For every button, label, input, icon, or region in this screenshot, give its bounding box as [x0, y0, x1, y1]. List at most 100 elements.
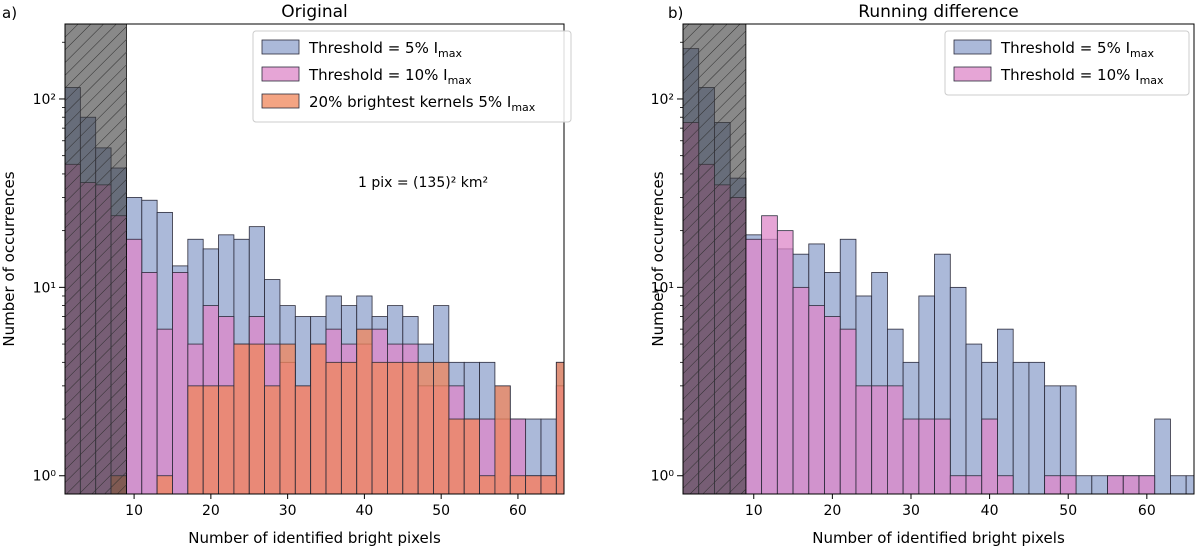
- panel-a-legend: Threshold = 5% Imax Threshold = 10% Imax 2…: [252, 30, 572, 123]
- histogram-bar: [602, 419, 617, 496]
- histogram-bar: [525, 475, 542, 494]
- histogram-bar: [761, 215, 778, 494]
- histogram-bar: [981, 418, 998, 494]
- histogram-bar: [745, 238, 763, 494]
- panel-a-title: Original: [281, 2, 348, 22]
- histogram-bar: [997, 475, 1014, 494]
- histogram-bar: [997, 328, 1014, 494]
- panel-b-axes-frame: [682, 23, 1195, 495]
- excluded-region-hatch: [65, 24, 127, 494]
- histogram-bar: [264, 385, 281, 494]
- histogram-bar: [156, 328, 173, 494]
- legend-swatch: [261, 39, 300, 55]
- histogram-bar: [572, 476, 587, 496]
- panel-b-title: Running difference: [858, 2, 1018, 22]
- histogram-bar: [279, 343, 296, 494]
- histogram-bar: [808, 305, 825, 494]
- histogram-bar: [902, 418, 920, 494]
- panel-b-legend: Threshold = 5% Imax Threshold = 10% Imax: [944, 30, 1190, 96]
- x-tick-label: 10: [745, 503, 763, 519]
- histogram-bar: [1154, 418, 1171, 494]
- histogram-bar: [949, 475, 967, 494]
- panel-a-excluded-region: [65, 24, 127, 494]
- histogram-bar: [965, 475, 983, 494]
- histogram-bar: [233, 343, 250, 494]
- y-tick-label: 10⁰: [651, 469, 675, 485]
- histogram-bar: [402, 361, 419, 494]
- histogram-bar: [340, 361, 358, 494]
- legend-swatch: [261, 66, 300, 82]
- histogram-bar: [479, 475, 496, 494]
- histogram-bar: [633, 419, 648, 496]
- histogram-bar: [294, 385, 312, 494]
- histogram-bar: [572, 476, 587, 496]
- panel-b-excluded-region: [683, 24, 747, 494]
- histogram-bar: [792, 286, 810, 494]
- x-tick-label: 20: [202, 503, 220, 519]
- histogram-bar: [248, 343, 266, 494]
- panel-a-axes-frame: [64, 23, 565, 495]
- histogram-bar: [141, 272, 158, 494]
- histogram-bar: [494, 385, 511, 494]
- legend-swatch: [953, 39, 992, 55]
- histogram-bar: [1107, 475, 1124, 494]
- histogram-bar: [1012, 361, 1030, 494]
- panel-a: a) Original 10 20 30 40 50 60 10⁰ 10¹ 10² Number…: [0, 2, 648, 547]
- histogram-bar: [949, 286, 967, 494]
- histogram-bar: [325, 361, 342, 494]
- histogram-bar: [187, 385, 204, 494]
- histogram-bar: [871, 385, 888, 494]
- histogram-bar: [572, 419, 587, 496]
- y-tick-label: 10²: [651, 92, 674, 108]
- legend-label: Threshold = 10% Imax: [1000, 66, 1164, 87]
- legend-label: Threshold = 5% Imax: [308, 39, 462, 60]
- histogram-bar: [887, 385, 904, 494]
- legend-swatch: [953, 66, 992, 82]
- histogram-bar: [1059, 475, 1077, 494]
- panel-a-ylabel: Number of occurrences: [0, 171, 18, 346]
- histogram-bar: [776, 230, 794, 494]
- panel-a-bars: [65, 87, 648, 496]
- histogram-bar: [356, 328, 373, 494]
- histogram-bar: [218, 385, 235, 494]
- histogram-bar: [824, 316, 841, 494]
- histogram-bar: [433, 361, 450, 494]
- histogram-bar: [126, 238, 143, 494]
- histogram-bar: [371, 361, 388, 494]
- x-tick-label: 40: [355, 503, 373, 519]
- histogram-bar: [855, 385, 873, 494]
- legend-box: [252, 30, 572, 123]
- panel-b-ticks: 10 20 30 40 50 60 10⁰ 10¹ 10²: [651, 41, 1156, 519]
- histogram-bar: [1170, 475, 1187, 494]
- histogram-bar: [202, 385, 219, 494]
- histogram-bar: [1138, 475, 1156, 494]
- histogram-bar: [1185, 475, 1194, 494]
- histogram-bar: [1075, 475, 1093, 494]
- panel-a-xlabel: Number of identified bright pixels: [188, 529, 441, 547]
- legend-label: 20% brightest kernels 5% Imax: [309, 93, 536, 114]
- x-tick-label: 40: [981, 503, 999, 519]
- panel-b-label: b): [668, 4, 683, 22]
- panel-b-bars: [683, 48, 1194, 494]
- histogram-bar: [1044, 475, 1061, 494]
- histogram-bar: [463, 418, 480, 494]
- panel-a-annotation: 1 pix = (135)² km²: [358, 175, 488, 191]
- histogram-bar: [310, 343, 327, 494]
- histogram-bar: [1091, 475, 1108, 494]
- excluded-region-hatch: [683, 24, 746, 494]
- histogram-bar: [618, 419, 633, 496]
- x-tick-label: 30: [279, 503, 297, 519]
- y-tick-label: 10¹: [651, 280, 674, 296]
- panel-b-ylabel: Number of occurrences: [649, 171, 667, 346]
- panel-a-label: a): [2, 4, 17, 22]
- panel-b-xlabel: Number of identified bright pixels: [812, 529, 1065, 547]
- histogram-bar: [156, 475, 173, 494]
- x-tick-label: 30: [902, 503, 920, 519]
- legend-box: [944, 30, 1190, 96]
- histogram-bar: [509, 475, 527, 494]
- y-tick-label: 10²: [33, 92, 56, 108]
- histogram-bar: [1028, 361, 1046, 494]
- histogram-bar: [1059, 385, 1077, 494]
- histogram-bar: [172, 272, 189, 494]
- y-tick-label: 10¹: [33, 280, 56, 296]
